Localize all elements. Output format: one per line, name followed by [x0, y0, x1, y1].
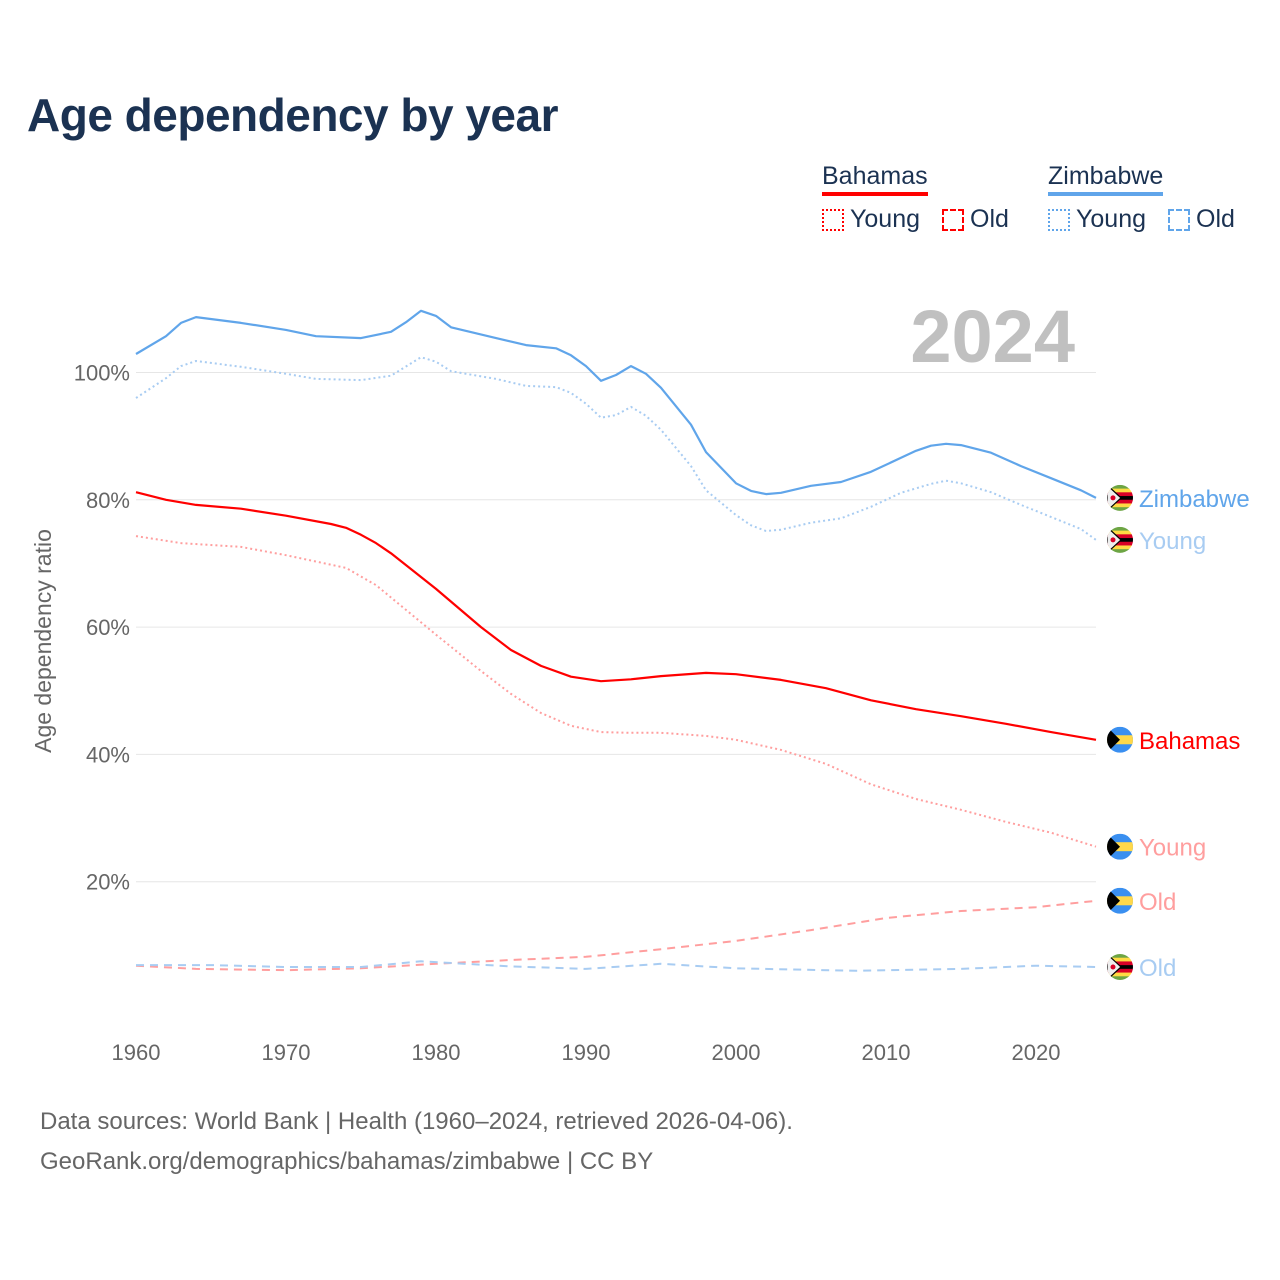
end-label-bahamas-total: Bahamas — [1139, 728, 1240, 755]
legend-bahamas: Bahamas — [822, 162, 928, 196]
series-line-bahamas-total — [135, 491, 1097, 741]
legend-label: Young — [850, 205, 920, 233]
y-axis-label: Age dependency ratio — [30, 529, 56, 753]
zimbabwe-flag-icon — [1107, 526, 1133, 553]
x-tick-label: 2000 — [712, 1040, 761, 1065]
dashed-swatch-icon — [1168, 208, 1190, 231]
x-tick-label: 1960 — [112, 1040, 161, 1065]
dotted-swatch-icon — [1048, 208, 1070, 231]
dotted-swatch-icon — [822, 208, 844, 231]
series-line-bahamas-old — [135, 899, 1097, 972]
y-tick-label: 80% — [86, 488, 130, 513]
year-watermark: 2024 — [910, 295, 1075, 378]
bahamas-flag-icon — [1107, 833, 1133, 860]
series-line-zimbabwe-young — [135, 356, 1097, 541]
legend-bahamas-young: Young — [822, 205, 920, 234]
series-line-bahamas-young — [135, 535, 1097, 848]
x-tick-label: 1990 — [562, 1040, 611, 1065]
legend-zimbabwe-young: Young — [1048, 205, 1146, 234]
footer-attribution: GeoRank.org/demographics/bahamas/zimbabw… — [40, 1148, 654, 1175]
legend-label: Old — [1196, 205, 1235, 233]
legend-label: Old — [970, 205, 1009, 233]
y-tick-label: 100% — [74, 361, 130, 386]
bahamas-flag-icon — [1107, 887, 1133, 914]
end-label-zimbabwe-old: Old — [1139, 955, 1176, 982]
x-tick-label: 1980 — [412, 1040, 461, 1065]
end-label-zimbabwe-total: Zimbabwe — [1139, 486, 1250, 513]
x-tick-label: 2020 — [1012, 1040, 1061, 1065]
series-line-zimbabwe-old — [136, 960, 1097, 972]
legend-bahamas-old: Old — [942, 205, 1009, 234]
x-tick-label: 1970 — [262, 1040, 311, 1065]
legend-zimbabwe-old: Old — [1168, 205, 1235, 234]
dashed-swatch-icon — [942, 208, 964, 231]
x-tick-label: 2010 — [862, 1040, 911, 1065]
y-tick-label: 60% — [86, 615, 130, 640]
end-label-zimbabwe-young: Young — [1139, 528, 1206, 555]
footer-sources: Data sources: World Bank | Health (1960–… — [40, 1108, 793, 1135]
series-line-zimbabwe-total — [135, 309, 1097, 499]
zimbabwe-flag-icon — [1107, 484, 1133, 511]
bahamas-flag-icon — [1107, 726, 1133, 753]
end-label-bahamas-young: Young — [1139, 835, 1206, 862]
chart-title: Age dependency by year — [27, 89, 558, 141]
zimbabwe-flag-icon — [1107, 953, 1133, 980]
y-tick-label: 20% — [86, 870, 130, 895]
legend-zimbabwe: Zimbabwe — [1048, 162, 1164, 196]
legend-label: Young — [1076, 205, 1146, 233]
end-label-bahamas-old: Old — [1139, 889, 1176, 916]
y-tick-label: 40% — [86, 742, 130, 767]
